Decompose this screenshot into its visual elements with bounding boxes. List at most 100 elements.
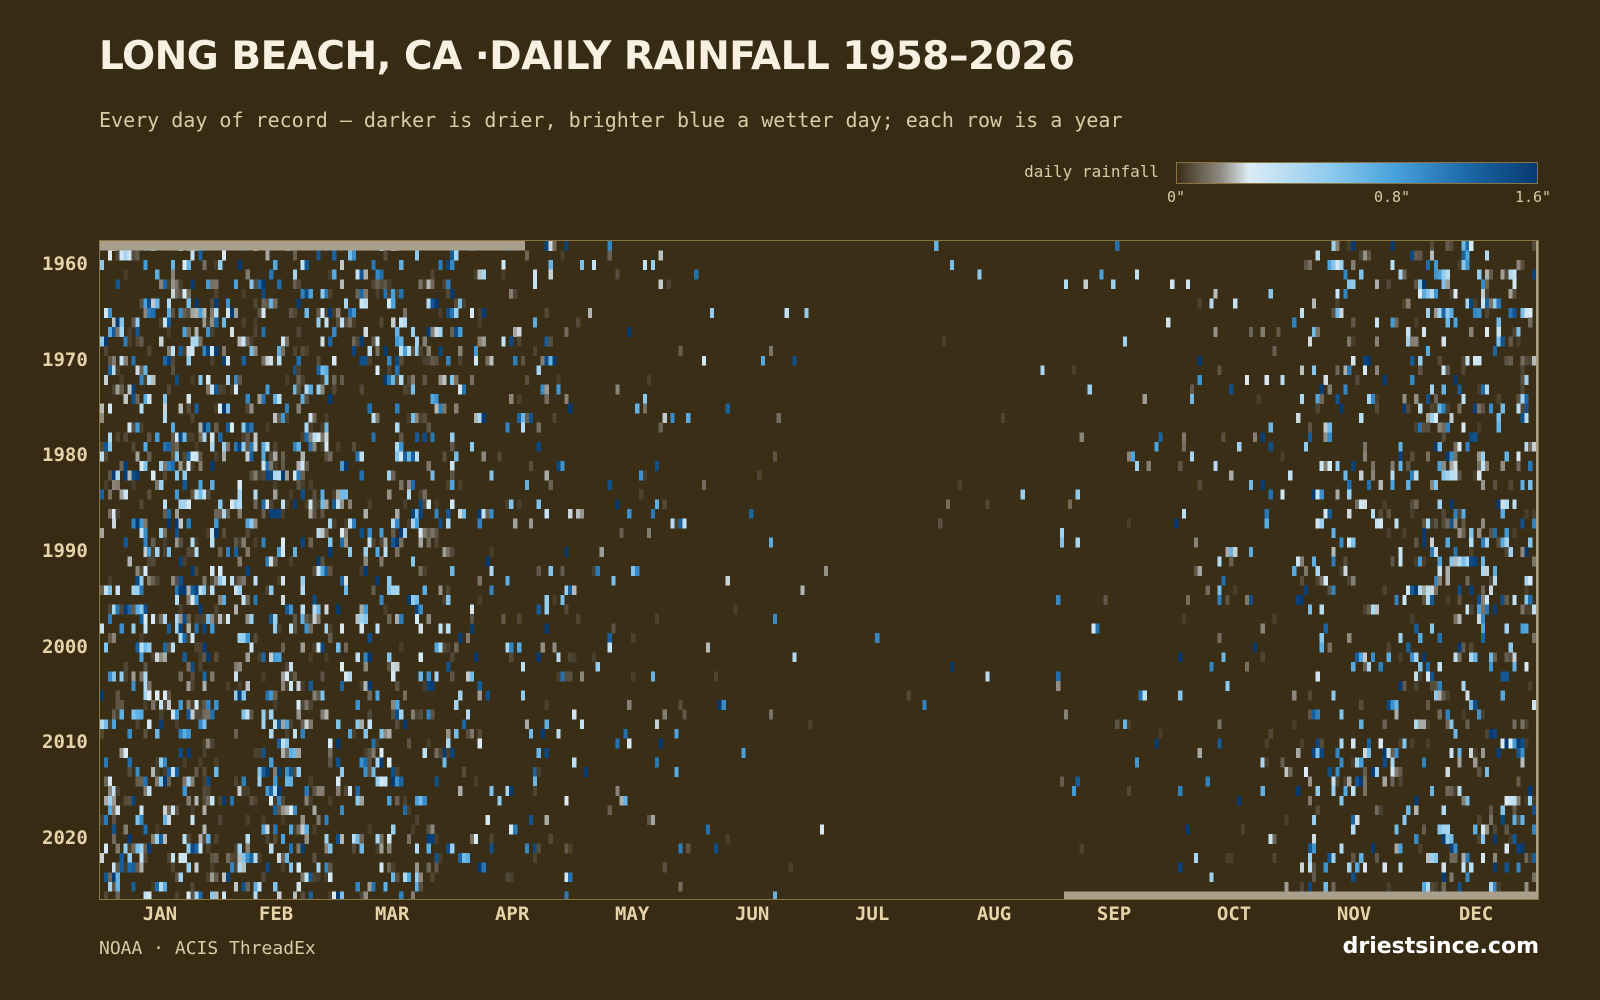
rain-day-cell [1488, 805, 1494, 816]
rain-day-cell [245, 432, 250, 443]
rain-day-cell [233, 690, 238, 701]
rain-day-cell [202, 432, 207, 443]
rain-day-cell [308, 508, 313, 519]
rain-day-cell [371, 432, 376, 443]
rain-day-cell [434, 499, 439, 510]
rain-day-cell [1355, 652, 1360, 663]
rain-day-cell [214, 834, 219, 844]
rain-day-cell [221, 891, 227, 899]
rain-day-cell [465, 633, 471, 644]
rain-day-cell [312, 805, 317, 816]
rain-day-cell [1449, 556, 1454, 567]
rain-day-cell [265, 709, 270, 720]
rain-day-cell [296, 681, 301, 691]
rain-day-cell [379, 317, 384, 328]
x-tick-label: DEC [1458, 903, 1494, 925]
rain-day-cell [1457, 594, 1462, 605]
rain-day-cell [127, 853, 132, 864]
rain-day-cell [1437, 824, 1442, 835]
rain-day-cell [1296, 594, 1301, 605]
rain-day-cell [190, 537, 195, 548]
rain-day-cell [1433, 260, 1438, 270]
rain-day-cell [1484, 269, 1490, 280]
rain-day-cell [296, 470, 301, 481]
rain-day-cell [277, 575, 282, 586]
rain-day-cell [320, 566, 325, 577]
rain-day-cell [1126, 451, 1132, 462]
rain-day-cell [249, 709, 254, 720]
brand-link[interactable]: driestsince.com [1342, 934, 1539, 959]
rain-day-cell [194, 795, 199, 806]
rain-day-cell [245, 834, 250, 844]
rain-day-cell [178, 499, 183, 510]
rain-day-cell [1528, 795, 1533, 806]
rain-day-cell [544, 241, 549, 251]
rain-day-cell [1040, 365, 1045, 376]
rain-day-cell [1500, 537, 1505, 548]
rain-day-cell [1496, 394, 1501, 404]
rain-day-cell [1244, 374, 1250, 385]
rain-day-cell [418, 279, 423, 290]
rain-day-cell [414, 413, 419, 424]
rain-day-cell [300, 470, 305, 481]
rain-day-cell [225, 614, 231, 624]
rain-day-cell [277, 805, 282, 816]
rain-day-cell [1351, 786, 1356, 797]
rain-day-cell [1437, 633, 1442, 644]
rain-day-cell [713, 843, 718, 854]
rain-day-cell [249, 422, 254, 433]
rain-day-cell [221, 441, 227, 452]
rain-day-cell [422, 355, 427, 366]
rain-day-cell [1193, 566, 1198, 577]
rain-day-cell [170, 461, 176, 471]
rain-day-cell [1421, 824, 1427, 835]
rain-day-cell [1473, 824, 1478, 835]
rain-day-cell [509, 642, 514, 653]
rain-day-cell [324, 604, 329, 615]
rain-day-cell [1300, 556, 1305, 567]
rain-day-cell [564, 872, 569, 883]
rain-day-cell [147, 642, 152, 653]
rain-day-cell [359, 269, 364, 280]
rain-day-cell [245, 422, 250, 433]
rain-day-cell [524, 374, 530, 385]
rain-day-cell [450, 327, 455, 337]
rain-day-cell [1056, 671, 1061, 682]
rain-day-cell [1189, 384, 1195, 395]
rain-day-cell [1339, 260, 1344, 270]
rain-day-cell [273, 480, 278, 490]
rain-day-cell [147, 298, 152, 309]
rain-day-cell [627, 327, 632, 337]
rain-day-cell [1311, 872, 1317, 883]
rain-day-cell [1465, 872, 1470, 883]
rain-day-cell [328, 269, 333, 280]
rain-day-cell [292, 728, 298, 739]
rain-day-cell [296, 441, 301, 452]
rain-day-cell [1457, 403, 1462, 414]
rain-day-cell [1441, 279, 1446, 290]
rain-day-cell [328, 288, 333, 299]
rain-day-cell [210, 566, 215, 577]
rain-day-cell [485, 355, 490, 366]
rain-day-cell [1500, 805, 1505, 816]
rain-day-cell [1500, 690, 1505, 701]
rain-day-cell [206, 700, 211, 710]
rain-day-cell [1429, 250, 1435, 261]
rain-day-cell [646, 814, 652, 825]
rain-day-cell [395, 518, 400, 529]
rain-day-cell [233, 307, 238, 318]
rain-day-cell [501, 269, 506, 280]
rain-day-cell [371, 537, 376, 548]
rain-day-cell [170, 642, 176, 653]
rain-day-cell [422, 413, 427, 424]
rain-day-cell [430, 279, 435, 290]
rain-day-cell [1414, 623, 1419, 634]
rain-day-cell [458, 853, 463, 864]
rain-day-cell [194, 451, 199, 462]
rain-day-cell [103, 336, 109, 347]
rain-day-cell [1307, 853, 1313, 864]
rain-day-cell [1359, 776, 1364, 787]
rain-day-cell [1402, 269, 1407, 280]
rain-day-cell [269, 269, 274, 280]
rain-day-cell [233, 843, 238, 854]
